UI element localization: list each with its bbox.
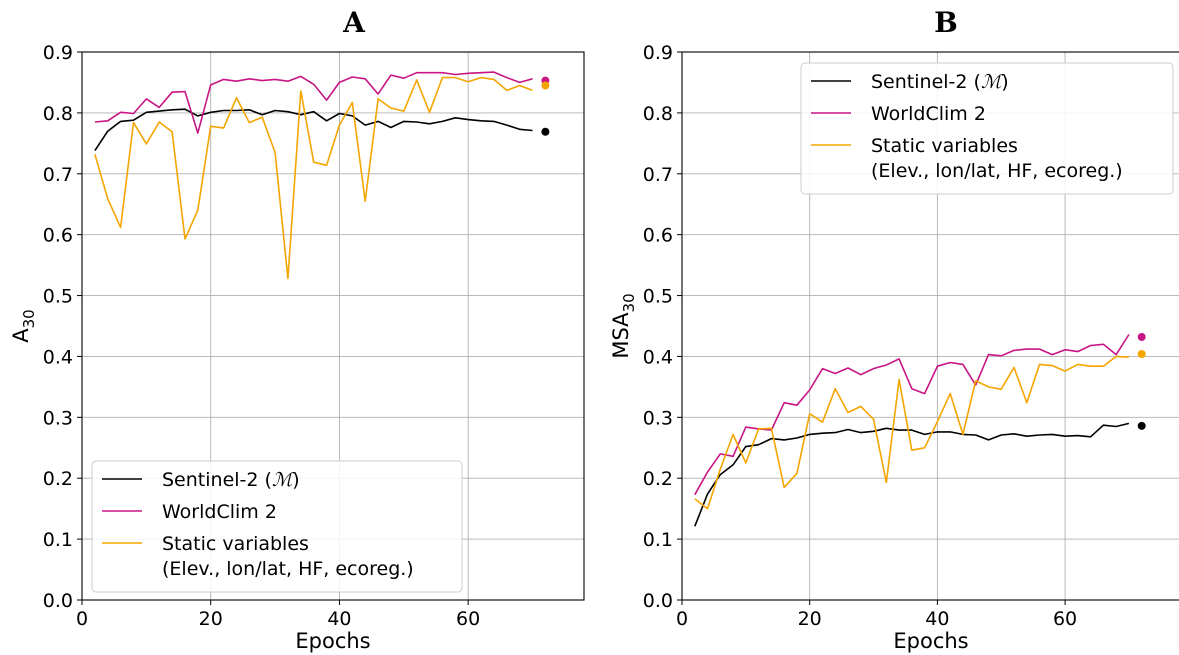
series-line-1	[94, 108, 533, 152]
y-tick-label: 0.2	[43, 468, 73, 490]
y-tick-label: 0.4	[643, 346, 673, 368]
panel-title-a: A	[342, 6, 366, 39]
y-tick-label: 0.7	[43, 164, 73, 186]
x-tick-label: 0	[76, 608, 88, 630]
plot-frame	[681, 51, 1179, 601]
y-axis-label-subscript: 30	[20, 309, 38, 328]
y-tick-label: 0.6	[43, 225, 73, 247]
legend: Sentinel-2 (ℳ) WorldClim 2 Static variable…	[91, 460, 463, 593]
plot-frame	[81, 51, 585, 601]
x-tick-label: 40	[327, 608, 351, 630]
x-axis-label: Epochs	[295, 629, 370, 653]
y-tick-label: 0.2	[643, 468, 673, 490]
panel-b: B 0 20 40 60 0.0 0.1 0.2 0.3 0.4 0.5 0.6 0.7 0.8 0.9 Ep…	[609, 6, 1179, 653]
legend-label-3: Static variables	[162, 533, 309, 555]
legend-label-1: Sentinel-2 (ℳ)	[162, 469, 300, 491]
series-line-2	[694, 334, 1130, 496]
x-axis-label: Epochs	[893, 629, 968, 653]
final-point-3	[541, 81, 550, 90]
legend-label-text: WorldClim 2	[871, 103, 986, 125]
y-tick-label: 0.8	[43, 103, 73, 125]
y-tick-label: 0.9	[43, 42, 73, 64]
y-tick-label: 0.1	[43, 529, 73, 551]
x-tick-label: 20	[798, 608, 822, 630]
legend-label-text: WorldClim 2	[162, 501, 277, 523]
y-axis-label: A30	[9, 309, 38, 342]
y-axis-label: MSA30	[609, 293, 638, 358]
panel-a: A 0 20 40 60 0.0 0.1 0.2 0.3 0.4 0.5 0.6 0.7 0.8 0.9 Ep…	[9, 6, 585, 653]
y-tick-label: 0.5	[643, 286, 673, 308]
series-lines	[94, 71, 550, 280]
x-axis: 0 20 40 60	[676, 600, 1077, 630]
legend: Sentinel-2 (ℳ) WorldClim 2 Static variable…	[800, 62, 1174, 195]
y-tick-label: 0.4	[43, 346, 73, 368]
legend-label-text: Sentinel-2 (	[162, 469, 272, 491]
legend-label-2: WorldClim 2	[162, 501, 277, 523]
legend-label-line2: (Elev., lon/lat, HF, ecoreg.)	[162, 558, 414, 580]
final-point-1	[1137, 421, 1146, 430]
final-point-2	[1137, 332, 1146, 341]
legend-box	[800, 62, 1174, 195]
y-tick-label: 0.0	[643, 590, 673, 612]
final-point-3	[1137, 350, 1146, 359]
y-tick-label: 0.3	[643, 407, 673, 429]
legend-label-math: ℳ	[272, 469, 295, 491]
legend-label-3: Static variables	[871, 135, 1018, 157]
panel-title-b: B	[934, 6, 958, 39]
legend-label-end: )	[292, 469, 299, 491]
x-axis: 0 20 40 60	[76, 600, 480, 630]
y-tick-label: 0.6	[643, 225, 673, 247]
y-tick-label: 0.5	[43, 286, 73, 308]
x-tick-label: 20	[199, 608, 223, 630]
legend-label-math: ℳ	[981, 71, 1004, 93]
legend-label-line2: (Elev., lon/lat, HF, ecoreg.)	[871, 160, 1123, 182]
final-point-1	[541, 127, 550, 136]
y-axis-label-main: MSA	[609, 312, 633, 359]
y-tick-label: 0.3	[43, 407, 73, 429]
series-line-1	[694, 422, 1130, 527]
legend-label-end: )	[1001, 71, 1008, 93]
y-axis: 0.0 0.1 0.2 0.3 0.4 0.5 0.6 0.7 0.8 0.9	[43, 42, 82, 612]
legend-label-text: Static variables	[871, 135, 1018, 157]
x-tick-label: 60	[1053, 608, 1077, 630]
legend-box	[91, 460, 463, 593]
y-tick-label: 0.0	[43, 590, 73, 612]
legend-label-text: Static variables	[162, 533, 309, 555]
y-tick-label: 0.1	[643, 529, 673, 551]
series-lines	[694, 332, 1146, 527]
x-tick-label: 60	[456, 608, 480, 630]
y-axis: 0.0 0.1 0.2 0.3 0.4 0.5 0.6 0.7 0.8 0.9	[643, 42, 682, 612]
y-axis-label-main: A	[9, 328, 33, 343]
legend-label-1: Sentinel-2 (ℳ)	[871, 71, 1009, 93]
legend-label-2: WorldClim 2	[871, 103, 986, 125]
y-tick-label: 0.7	[643, 164, 673, 186]
series-line-2	[94, 71, 533, 134]
legend-label-text: Sentinel-2 (	[871, 71, 981, 93]
series-line-3	[694, 355, 1129, 510]
series-line-3	[94, 76, 533, 280]
y-axis-label-subscript: 30	[620, 293, 638, 312]
x-tick-label: 40	[925, 608, 949, 630]
y-tick-label: 0.9	[643, 42, 673, 64]
y-tick-label: 0.8	[643, 103, 673, 125]
x-tick-label: 0	[676, 608, 688, 630]
